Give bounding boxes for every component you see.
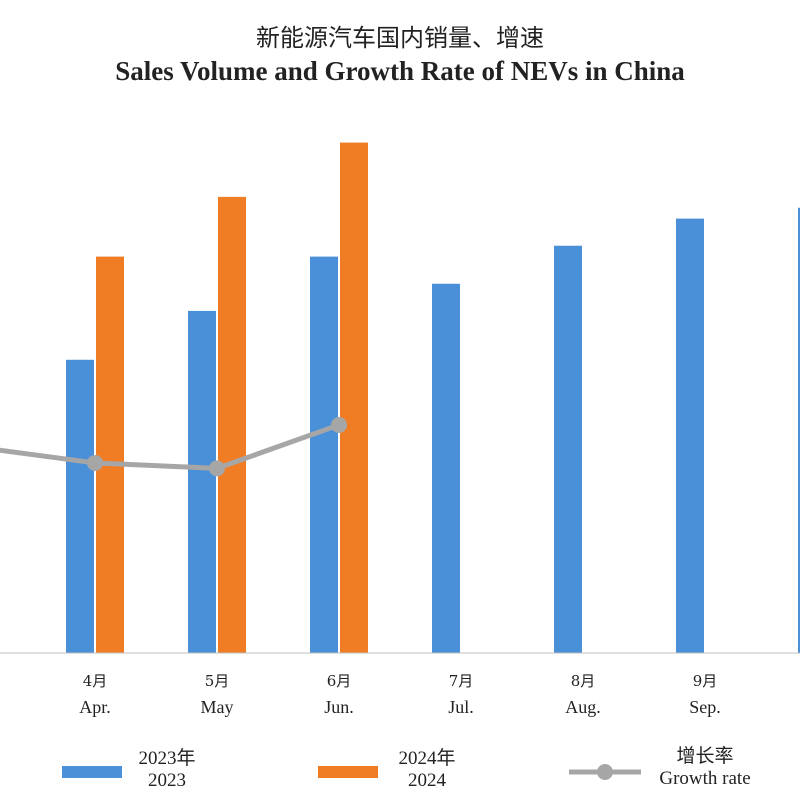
legend: 2023年 2023 2024年 2024 增长率 Growth rate [0, 740, 800, 800]
growth-point-May [209, 460, 225, 477]
legend-label-2023-cn: 2023年 [138, 748, 196, 769]
legend-swatch-2023 [62, 766, 122, 778]
x-tick-label-cn: 6月 [327, 672, 352, 690]
x-tick-label: Jul. [448, 697, 474, 717]
bar-2023-May [188, 310, 216, 653]
bar-2023-Sep. [676, 218, 704, 653]
growth-rate-line [0, 422, 340, 471]
bar-2024-Apr. [96, 256, 124, 653]
x-tick-label-cn: 8月 [571, 672, 596, 690]
x-tick-label-cn: 9月 [693, 672, 718, 690]
legend-label-growth-cn: 增长率 [676, 746, 734, 767]
growth-point-Apr. [87, 454, 103, 471]
bar-2023-Apr. [66, 359, 94, 653]
x-tick-label: Sep. [689, 697, 721, 717]
x-tick-label-cn: 4月 [83, 672, 108, 690]
legend-label-2023: 2023 [148, 770, 186, 791]
growth-point-Jun. [331, 416, 347, 433]
x-tick-label: Aug. [565, 697, 601, 717]
bar-2024-Jun. [340, 142, 368, 653]
x-tick-label-cn: 5月 [205, 672, 230, 690]
legend-label-2024: 2024 [408, 770, 446, 791]
legend-swatch-growth-rate [569, 764, 641, 780]
x-tick-label-cn: 7月 [449, 672, 474, 690]
bar-2023-Jun. [310, 256, 338, 653]
bar-2024-May [218, 196, 246, 653]
bar-2023-Jul. [432, 283, 460, 653]
x-tick-label: May [201, 697, 234, 717]
chart-title: Sales Volume and Growth Rate of NEVs in … [115, 56, 685, 86]
bar-2023-Aug. [554, 245, 582, 653]
legend-label-growth: Growth rate [659, 768, 751, 789]
legend-label-2024-cn: 2024年 [398, 748, 456, 769]
x-tick-label: Jun. [324, 697, 354, 717]
x-tick-label: Apr. [79, 697, 111, 717]
chart-title-chinese: 新能源汽车国内销量、增速 [256, 24, 544, 52]
legend-swatch-2024 [318, 766, 378, 778]
bar-2023-1 [798, 207, 800, 654]
